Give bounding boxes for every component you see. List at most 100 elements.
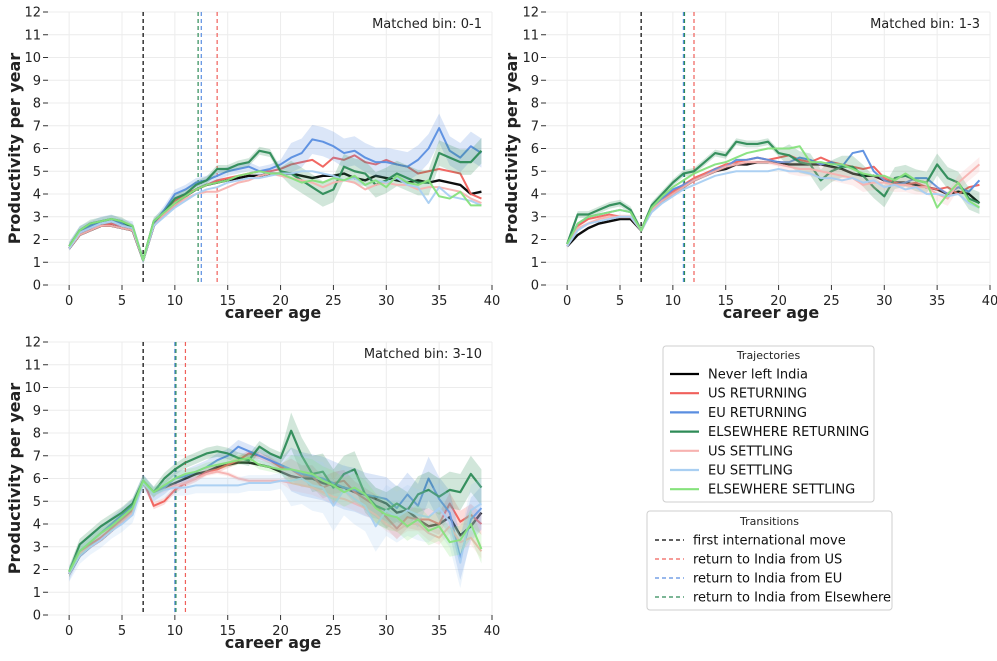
y-tick-label: 5 <box>33 495 41 510</box>
y-tick-label: 3 <box>33 540 41 555</box>
band-eu-settling <box>69 453 482 589</box>
x-tick-label: 15 <box>717 294 734 309</box>
y-tick-label: 3 <box>33 210 41 225</box>
y-axis-label: Productivity per year <box>502 53 521 244</box>
y-tick-label: 12 <box>24 336 41 351</box>
x-tick-label: 0 <box>65 624 73 639</box>
legend-label-return-to-india-from-us: return to India from US <box>693 553 842 568</box>
y-tick-label: 5 <box>531 165 539 180</box>
x-tick-label: 5 <box>616 294 624 309</box>
y-axis-label: Productivity per year <box>5 53 24 244</box>
y-tick-label: 7 <box>531 119 539 134</box>
x-tick-label: 0 <box>563 294 571 309</box>
line-elsewhere-settling <box>566 145 980 245</box>
y-tick-label: 0 <box>33 609 41 624</box>
x-tick-label: 20 <box>272 294 289 309</box>
line-elsewhere-settling <box>68 457 483 573</box>
y-tick-label: 10 <box>24 51 41 66</box>
y-tick-label: 10 <box>522 51 539 66</box>
y-tick-label: 4 <box>33 188 41 203</box>
x-tick-label: 15 <box>219 294 236 309</box>
legend-label-return-to-india-from-eu: return to India from EU <box>693 572 842 587</box>
legend-label-eu-returning: EU RETURNING <box>708 406 807 421</box>
line-elsewhere-settling <box>68 170 482 261</box>
y-tick-label: 1 <box>33 256 41 271</box>
y-tick-label: 12 <box>24 6 41 21</box>
y-tick-label: 8 <box>531 97 539 112</box>
band-eu-returning <box>69 439 482 581</box>
y-tick-label: 1 <box>531 256 539 271</box>
x-tick-label: 30 <box>876 294 893 309</box>
legend-label-elsewhere-settling: ELSEWHERE SETTLING <box>708 483 855 498</box>
y-tick-label: 10 <box>24 381 41 396</box>
x-tick-label: 35 <box>431 624 448 639</box>
x-tick-label: 10 <box>665 294 682 309</box>
band-elsewhere-settling <box>69 453 482 577</box>
x-tick-label: 20 <box>272 624 289 639</box>
y-tick-label: 7 <box>33 449 41 464</box>
x-tick-label: 40 <box>484 624 501 639</box>
y-axis-label: Productivity per year <box>5 383 24 574</box>
y-tick-label: 9 <box>33 404 41 419</box>
y-tick-label: 6 <box>531 142 539 157</box>
x-tick-label: 25 <box>325 294 342 309</box>
legend-label-elsewhere-returning: ELSEWHERE RETURNING <box>708 425 869 440</box>
x-tick-label: 25 <box>823 294 840 309</box>
y-tick-label: 4 <box>33 518 41 533</box>
x-tick-label: 5 <box>118 624 126 639</box>
legend-label-us-returning: US RETURNING <box>708 387 807 402</box>
band-eu-returning <box>69 113 482 265</box>
y-tick-label: 9 <box>531 74 539 89</box>
y-tick-label: 1 <box>33 586 41 601</box>
x-tick-label: 30 <box>378 294 395 309</box>
band-elsewhere-returning <box>69 412 482 578</box>
x-tick-label: 10 <box>167 294 184 309</box>
y-tick-label: 3 <box>531 210 539 225</box>
matched-bin-label: Matched bin: 3-10 <box>364 347 482 362</box>
y-tick-label: 9 <box>33 74 41 89</box>
y-tick-label: 0 <box>531 279 539 294</box>
x-tick-label: 0 <box>65 294 73 309</box>
y-tick-label: 2 <box>33 233 41 248</box>
grid <box>48 11 493 286</box>
legend-trajectories-frame <box>662 345 875 503</box>
y-tick-label: 11 <box>24 28 41 43</box>
legend-trajectories: Trajectories Never left India US RETURNING… <box>662 345 875 503</box>
line-eu-settling <box>68 477 482 575</box>
x-tick-label: 40 <box>484 294 501 309</box>
x-axis-label: career age <box>225 303 322 322</box>
legend-label-eu-settling: EU SETTLING <box>708 464 793 479</box>
y-tick-label: 2 <box>531 233 539 248</box>
y-tick-label: 8 <box>33 427 41 442</box>
matched-bin-label: Matched bin: 0-1 <box>372 17 482 32</box>
legend-label-return-to-india-from-elsewhere: return to India from Elsewhere <box>693 591 891 606</box>
x-tick-label: 15 <box>219 624 236 639</box>
y-tick-label: 2 <box>33 563 41 578</box>
x-axis-label: career age <box>225 633 322 652</box>
x-tick-label: 35 <box>431 294 448 309</box>
x-axis-label: career age <box>723 303 820 322</box>
y-tick-label: 11 <box>24 358 41 373</box>
x-tick-label: 25 <box>325 624 342 639</box>
x-tick-label: 5 <box>118 294 126 309</box>
band-us-settling <box>567 157 980 249</box>
legend-label-us-settling: US SETTLING <box>708 444 793 459</box>
y-tick-label: 12 <box>522 6 539 21</box>
matched-bin-label: Matched bin: 1-3 <box>870 17 980 32</box>
x-tick-label: 40 <box>982 294 997 309</box>
y-tick-label: 0 <box>33 279 41 294</box>
y-tick-label: 7 <box>33 119 41 134</box>
legend-transitions-title: Transitions <box>739 515 799 528</box>
line-eu-settling <box>566 167 980 247</box>
x-tick-label: 35 <box>929 294 946 309</box>
y-tick-label: 6 <box>33 142 41 157</box>
band-us-settling <box>69 469 482 577</box>
legend-label-never-left-india: Never left India <box>708 368 808 383</box>
x-tick-label: 10 <box>167 624 184 639</box>
y-tick-label: 5 <box>33 165 41 180</box>
y-tick-label: 4 <box>531 188 539 203</box>
